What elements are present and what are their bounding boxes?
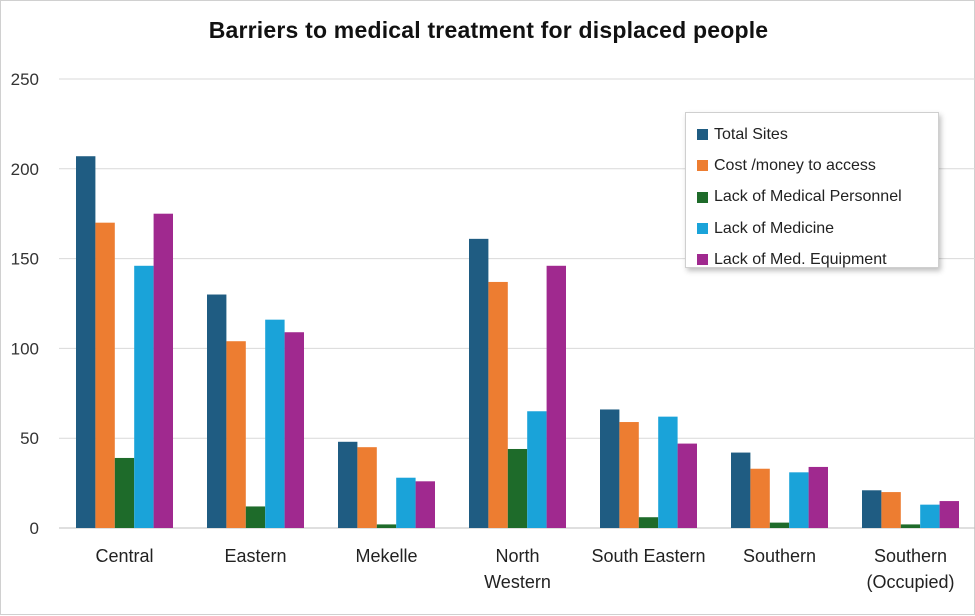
bar-lack-of-medical-personnel-north-western — [507, 448, 528, 528]
legend-swatch — [697, 160, 708, 172]
y-tick-label: 250 — [11, 70, 39, 89]
bar-lack-of-medical-personnel-central — [114, 457, 135, 528]
bar-total-sites-southern-occupied- — [862, 490, 882, 528]
bar-cost-money-to-access-north-western — [488, 281, 508, 528]
bar-cost-money-to-access-south-eastern — [619, 422, 639, 528]
bar-lack-of-med-equipment-mekelle — [415, 481, 435, 528]
bar-lack-of-medical-personnel-southern-occupied- — [900, 524, 921, 528]
x-tick-label: (Occupied) — [866, 572, 954, 592]
bar-lack-of-med-equipment-south-eastern — [677, 443, 697, 528]
y-tick-label: 200 — [11, 160, 39, 179]
legend-item: Lack of Med. Equipment — [697, 244, 938, 275]
x-tick-label: Central — [95, 546, 153, 566]
bar-lack-of-medicine-southern-occupied- — [920, 504, 940, 528]
bar-lack-of-medical-personnel-mekelle — [376, 524, 397, 528]
legend-item: Total Sites — [697, 119, 938, 150]
bar-lack-of-med-equipment-north-western — [546, 265, 566, 528]
legend-swatch — [697, 129, 708, 141]
x-tick-label: Western — [484, 572, 551, 592]
x-tick-label: Mekelle — [355, 546, 417, 566]
bar-lack-of-medical-personnel-eastern — [245, 506, 266, 528]
legend-swatch — [697, 223, 708, 235]
legend-item: Lack of Medicine — [697, 213, 938, 244]
legend-label: Total Sites — [714, 125, 788, 143]
y-tick-label: 150 — [11, 250, 39, 269]
bar-lack-of-medical-personnel-south-eastern — [638, 517, 659, 528]
chart-title: Barriers to medical treatment for displa… — [208, 17, 769, 43]
x-tick-label: Southern — [743, 546, 816, 566]
bar-lack-of-medicine-southern — [789, 472, 809, 528]
bar-total-sites-mekelle — [338, 441, 358, 528]
x-tick-label: South Eastern — [591, 546, 705, 566]
legend-item: Lack of Medical Personnel — [697, 182, 938, 213]
bar-lack-of-medicine-mekelle — [396, 477, 416, 528]
bar-lack-of-medicine-north-western — [527, 411, 547, 528]
x-tick-label: Southern — [874, 546, 947, 566]
bar-lack-of-med-equipment-eastern — [284, 332, 304, 528]
bar-total-sites-eastern — [207, 294, 227, 528]
legend: Total Sites Cost /money to access Lack of … — [685, 112, 939, 268]
bar-lack-of-med-equipment-central — [153, 213, 173, 528]
x-tick-label: North — [495, 546, 539, 566]
bar-cost-money-to-access-eastern — [226, 341, 246, 528]
x-tick-label: Eastern — [224, 546, 286, 566]
bar-lack-of-med-equipment-southern-occupied- — [939, 501, 959, 528]
bar-total-sites-central — [76, 156, 96, 528]
bar-lack-of-medical-personnel-southern — [769, 522, 790, 528]
y-tick-label: 50 — [20, 429, 39, 448]
legend-item: Cost /money to access — [697, 150, 938, 181]
y-tick-label: 0 — [30, 519, 39, 538]
bar-cost-money-to-access-central — [95, 222, 115, 528]
legend-swatch — [697, 254, 708, 266]
bar-total-sites-north-western — [469, 238, 489, 528]
bar-cost-money-to-access-southern — [750, 468, 770, 528]
bar-lack-of-medicine-south-eastern — [658, 416, 678, 528]
bar-total-sites-south-eastern — [600, 409, 620, 528]
legend-label: Cost /money to access — [714, 156, 876, 174]
bar-total-sites-southern — [731, 452, 751, 528]
legend-label: Lack of Medicine — [714, 219, 835, 237]
y-tick-label: 100 — [11, 339, 39, 358]
legend-swatch — [697, 191, 708, 203]
bar-lack-of-medicine-central — [134, 265, 154, 528]
bar-cost-money-to-access-mekelle — [357, 447, 377, 528]
bar-lack-of-med-equipment-southern — [808, 466, 828, 528]
legend-label: Lack of Medical Personnel — [714, 188, 902, 206]
bar-cost-money-to-access-southern-occupied- — [881, 492, 901, 528]
bar-lack-of-medicine-eastern — [265, 319, 285, 528]
legend-label: Lack of Med. Equipment — [714, 250, 887, 268]
